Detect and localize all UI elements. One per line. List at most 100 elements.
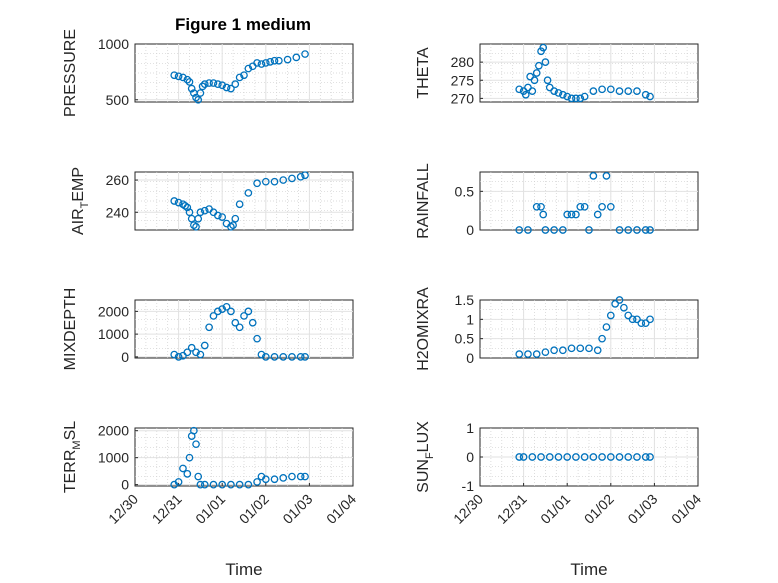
data-point <box>633 226 641 234</box>
data-point <box>554 89 563 97</box>
data-point <box>567 344 576 353</box>
y-axis-label: THETA <box>415 47 432 99</box>
data-point <box>222 83 231 92</box>
y-axis-label: RAINFALL <box>415 163 432 239</box>
data-point <box>235 200 244 209</box>
data-point <box>218 480 227 489</box>
data-point <box>185 208 194 217</box>
data-point <box>641 90 650 99</box>
data-point <box>270 475 279 484</box>
data-point <box>200 480 209 489</box>
data-point <box>615 296 624 304</box>
data-point <box>628 315 637 324</box>
data-point <box>646 92 654 101</box>
data-point <box>593 346 602 355</box>
data-point <box>580 453 589 461</box>
y-tick-label: 2000 <box>98 423 129 439</box>
data-point <box>227 307 235 316</box>
data-point <box>198 82 207 91</box>
figure-title: Figure 1 medium <box>175 15 311 34</box>
data-point <box>244 64 253 73</box>
subplot-4: 0 0.5 RAINFALL <box>415 163 699 239</box>
y-tick-label: 1.5 <box>455 292 475 308</box>
data-point <box>550 87 558 95</box>
subplot-1: 500 1000 PRESSURE <box>62 29 354 117</box>
data-point <box>200 341 209 350</box>
y-tick-label: 275 <box>451 72 475 88</box>
data-point <box>563 210 572 219</box>
data-point <box>261 475 270 484</box>
y-tick-label: 500 <box>106 92 130 108</box>
data-point <box>200 206 209 215</box>
data-point <box>209 79 218 87</box>
data-point <box>283 55 292 64</box>
x-tick-label: 01/03 <box>624 491 660 527</box>
data-point <box>624 87 633 95</box>
data-point <box>213 80 222 89</box>
x-tick-label: 01/04 <box>323 491 359 527</box>
data-point <box>537 202 545 211</box>
data-point <box>170 71 179 80</box>
data-point <box>554 453 563 461</box>
data-point <box>606 311 615 320</box>
data-point <box>541 226 550 234</box>
data-point <box>174 353 183 361</box>
data-point <box>261 59 270 67</box>
data-point <box>235 480 244 489</box>
data-point <box>598 202 606 211</box>
data-point <box>292 53 301 62</box>
data-point <box>244 480 253 489</box>
y-tick-label: 0 <box>466 350 474 366</box>
data-point <box>270 177 279 186</box>
data-point <box>288 174 296 183</box>
subplot-3: 240 260 AIRTEMP <box>70 167 354 235</box>
data-point <box>235 73 244 82</box>
data-point <box>187 343 196 352</box>
data-point <box>567 94 576 103</box>
y-tick-label: 0 <box>466 449 474 465</box>
data-point <box>576 94 585 103</box>
data-point <box>170 197 179 205</box>
data-point <box>196 350 205 359</box>
data-point <box>637 319 646 328</box>
data-point <box>541 58 550 66</box>
data-point <box>253 59 261 67</box>
x-tick-label: 12/30 <box>450 491 486 527</box>
data-point <box>615 453 624 461</box>
data-point <box>196 208 205 217</box>
y-tick-label: 1000 <box>98 36 129 52</box>
data-point <box>515 85 524 94</box>
data-point <box>231 318 240 327</box>
data-point <box>576 344 585 353</box>
data-point <box>550 346 558 355</box>
y-tick-label: 0 <box>121 349 129 365</box>
data-point <box>558 226 567 234</box>
data-point <box>275 56 283 65</box>
data-point <box>537 453 545 461</box>
data-point <box>589 453 598 461</box>
data-point <box>183 75 192 84</box>
y-tick-label: 0 <box>466 222 474 238</box>
data-point <box>633 315 641 324</box>
data-point <box>185 78 194 86</box>
data-point <box>174 478 183 486</box>
data-point <box>624 226 633 234</box>
data-point <box>218 305 227 313</box>
data-point <box>572 453 580 461</box>
data-point <box>270 353 279 361</box>
x-tick-label: 01/02 <box>581 491 617 527</box>
subplot-5: 0 1000 2000 MIXDEPTH <box>62 288 354 370</box>
data-point <box>187 84 196 93</box>
data-point <box>190 426 198 435</box>
data-point <box>572 210 580 219</box>
data-point <box>585 344 593 353</box>
data-point <box>589 172 598 180</box>
subplot-6: 0 0.5 1 1.5 H2OMIXRA <box>415 287 699 371</box>
data-point <box>240 71 248 80</box>
data-point <box>253 334 261 343</box>
data-point <box>301 353 309 361</box>
data-point <box>279 474 288 482</box>
data-point <box>624 453 633 461</box>
data-point <box>545 453 554 461</box>
